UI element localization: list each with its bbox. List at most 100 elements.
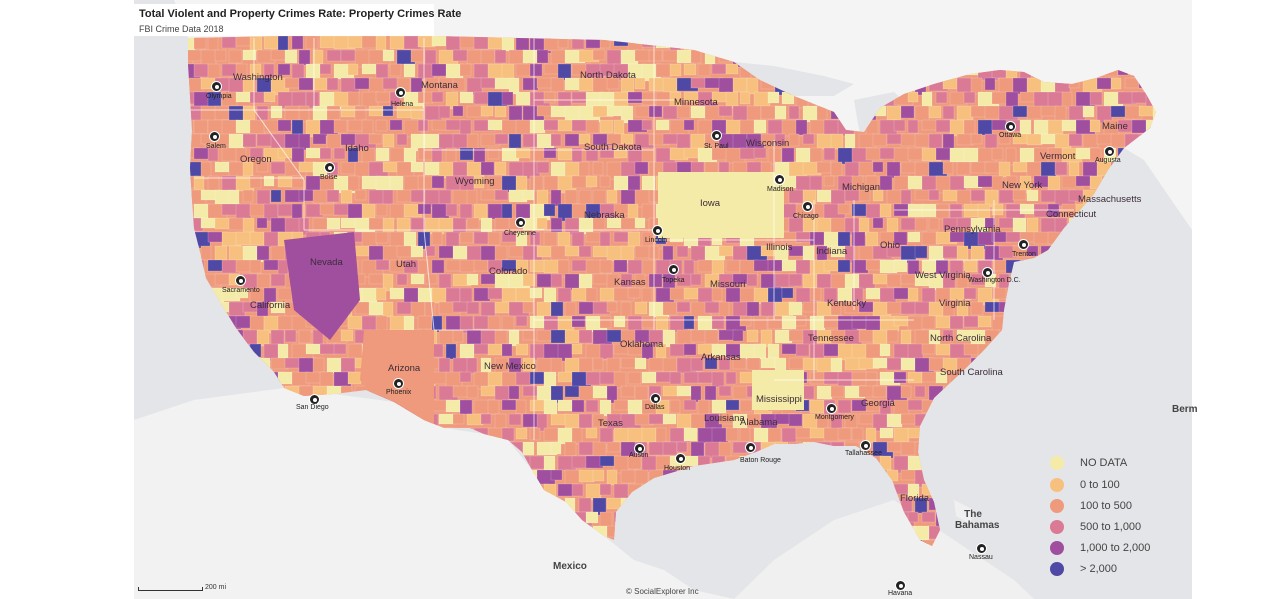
- county-cell: [536, 273, 553, 288]
- county-cell: [585, 287, 598, 303]
- county-cell: [501, 399, 517, 411]
- county-cell: [872, 329, 888, 346]
- state-label: Nebraska: [584, 210, 625, 221]
- capital-marker[interactable]: [324, 162, 335, 173]
- city-label: Helena: [391, 101, 414, 108]
- capital-marker[interactable]: [675, 453, 686, 464]
- county-cell: [487, 315, 501, 331]
- capital-marker[interactable]: [1005, 121, 1016, 132]
- capital-marker[interactable]: [235, 275, 246, 286]
- county-cell: [459, 399, 473, 415]
- county-cell: [529, 399, 547, 412]
- capital-marker[interactable]: [711, 130, 722, 141]
- county-cell: [802, 217, 820, 233]
- capital-marker[interactable]: [826, 403, 837, 414]
- county-cell: [508, 133, 522, 150]
- capital-marker[interactable]: [976, 543, 987, 554]
- county-cell: [466, 301, 480, 315]
- legend-item[interactable]: 0 to 100: [1046, 476, 1186, 494]
- county-cell: [396, 273, 408, 286]
- county-cell: [347, 63, 359, 76]
- state-label: Mississippi: [756, 394, 802, 405]
- county-cell: [872, 385, 887, 398]
- county-cell: [907, 511, 919, 523]
- capital-marker[interactable]: [652, 225, 663, 236]
- capital-marker[interactable]: [515, 217, 526, 228]
- county-cell: [543, 371, 557, 388]
- county-cell: [263, 287, 277, 303]
- county-cell: [235, 63, 248, 78]
- county-cell: [900, 301, 917, 315]
- county-cell: [1054, 105, 1067, 122]
- capital-marker[interactable]: [1018, 239, 1029, 250]
- capital-marker[interactable]: [650, 393, 661, 404]
- capital-marker[interactable]: [395, 87, 406, 98]
- county-cell: [984, 105, 1001, 120]
- state-label: Idaho: [345, 143, 369, 154]
- state-label: Utah: [396, 259, 417, 270]
- county-cell: [599, 427, 614, 445]
- legend-item[interactable]: 500 to 1,000: [1046, 518, 1186, 536]
- county-cell: [977, 119, 993, 136]
- county-cell: [501, 343, 513, 357]
- legend-label: 100 to 500: [1080, 500, 1132, 512]
- county-cell: [991, 147, 1004, 161]
- county-cell: [410, 161, 424, 173]
- county-cell: [459, 259, 476, 273]
- legend-label: 500 to 1,000: [1080, 521, 1142, 533]
- capital-marker[interactable]: [211, 81, 222, 92]
- county-cell: [634, 49, 651, 62]
- county-cell: [795, 343, 810, 357]
- county-cell: [683, 399, 697, 411]
- county-cell: [410, 105, 424, 120]
- state-label: Colorado: [489, 266, 528, 277]
- county-cell: [1110, 77, 1122, 90]
- map-canvas[interactable]: [134, 0, 1192, 599]
- county-cell: [382, 133, 395, 148]
- county-cell: [571, 119, 588, 132]
- county-cell: [711, 259, 725, 276]
- legend-item[interactable]: > 2,000: [1046, 560, 1186, 578]
- county-cell: [417, 119, 429, 132]
- county-cell: [501, 315, 515, 332]
- county-cell: [949, 315, 964, 330]
- county-cell: [662, 413, 677, 425]
- county-cell: [956, 161, 971, 176]
- county-cell: [452, 329, 464, 343]
- capital-marker[interactable]: [802, 201, 813, 212]
- capital-marker[interactable]: [774, 174, 785, 185]
- capital-marker[interactable]: [668, 264, 679, 275]
- county-cell: [914, 105, 930, 122]
- county-cell: [459, 147, 474, 161]
- capital-marker[interactable]: [745, 442, 756, 453]
- county-cell: [984, 189, 999, 208]
- county-cell: [459, 203, 473, 221]
- capital-marker[interactable]: [1104, 146, 1115, 157]
- county-cell: [459, 63, 472, 77]
- legend-item[interactable]: 1,000 to 2,000: [1046, 539, 1186, 557]
- county-cell: [431, 371, 448, 385]
- legend-item[interactable]: 100 to 500: [1046, 497, 1186, 515]
- county-cell: [578, 133, 591, 145]
- county-cell: [1075, 175, 1093, 187]
- county-cell: [606, 189, 618, 204]
- county-cell: [739, 315, 752, 327]
- legend-item[interactable]: NO DATA: [1046, 454, 1186, 472]
- county-cell: [704, 441, 722, 459]
- county-cell: [480, 385, 498, 397]
- county-cell: [417, 259, 429, 276]
- county-cell: [319, 63, 332, 75]
- state-label: Oklahoma: [620, 339, 664, 350]
- county-cell: [522, 441, 535, 456]
- city-label: Cheyenne: [504, 230, 536, 237]
- county-cell: [445, 36, 461, 52]
- capital-marker[interactable]: [209, 131, 220, 142]
- state-label: Florida: [900, 493, 930, 504]
- county-cell: [914, 217, 928, 232]
- county-cell: [963, 147, 980, 163]
- capital-marker[interactable]: [393, 378, 404, 389]
- county-cell: [473, 231, 490, 245]
- county-cell: [725, 427, 739, 442]
- county-cell: [795, 427, 812, 439]
- county-cell: [711, 371, 725, 388]
